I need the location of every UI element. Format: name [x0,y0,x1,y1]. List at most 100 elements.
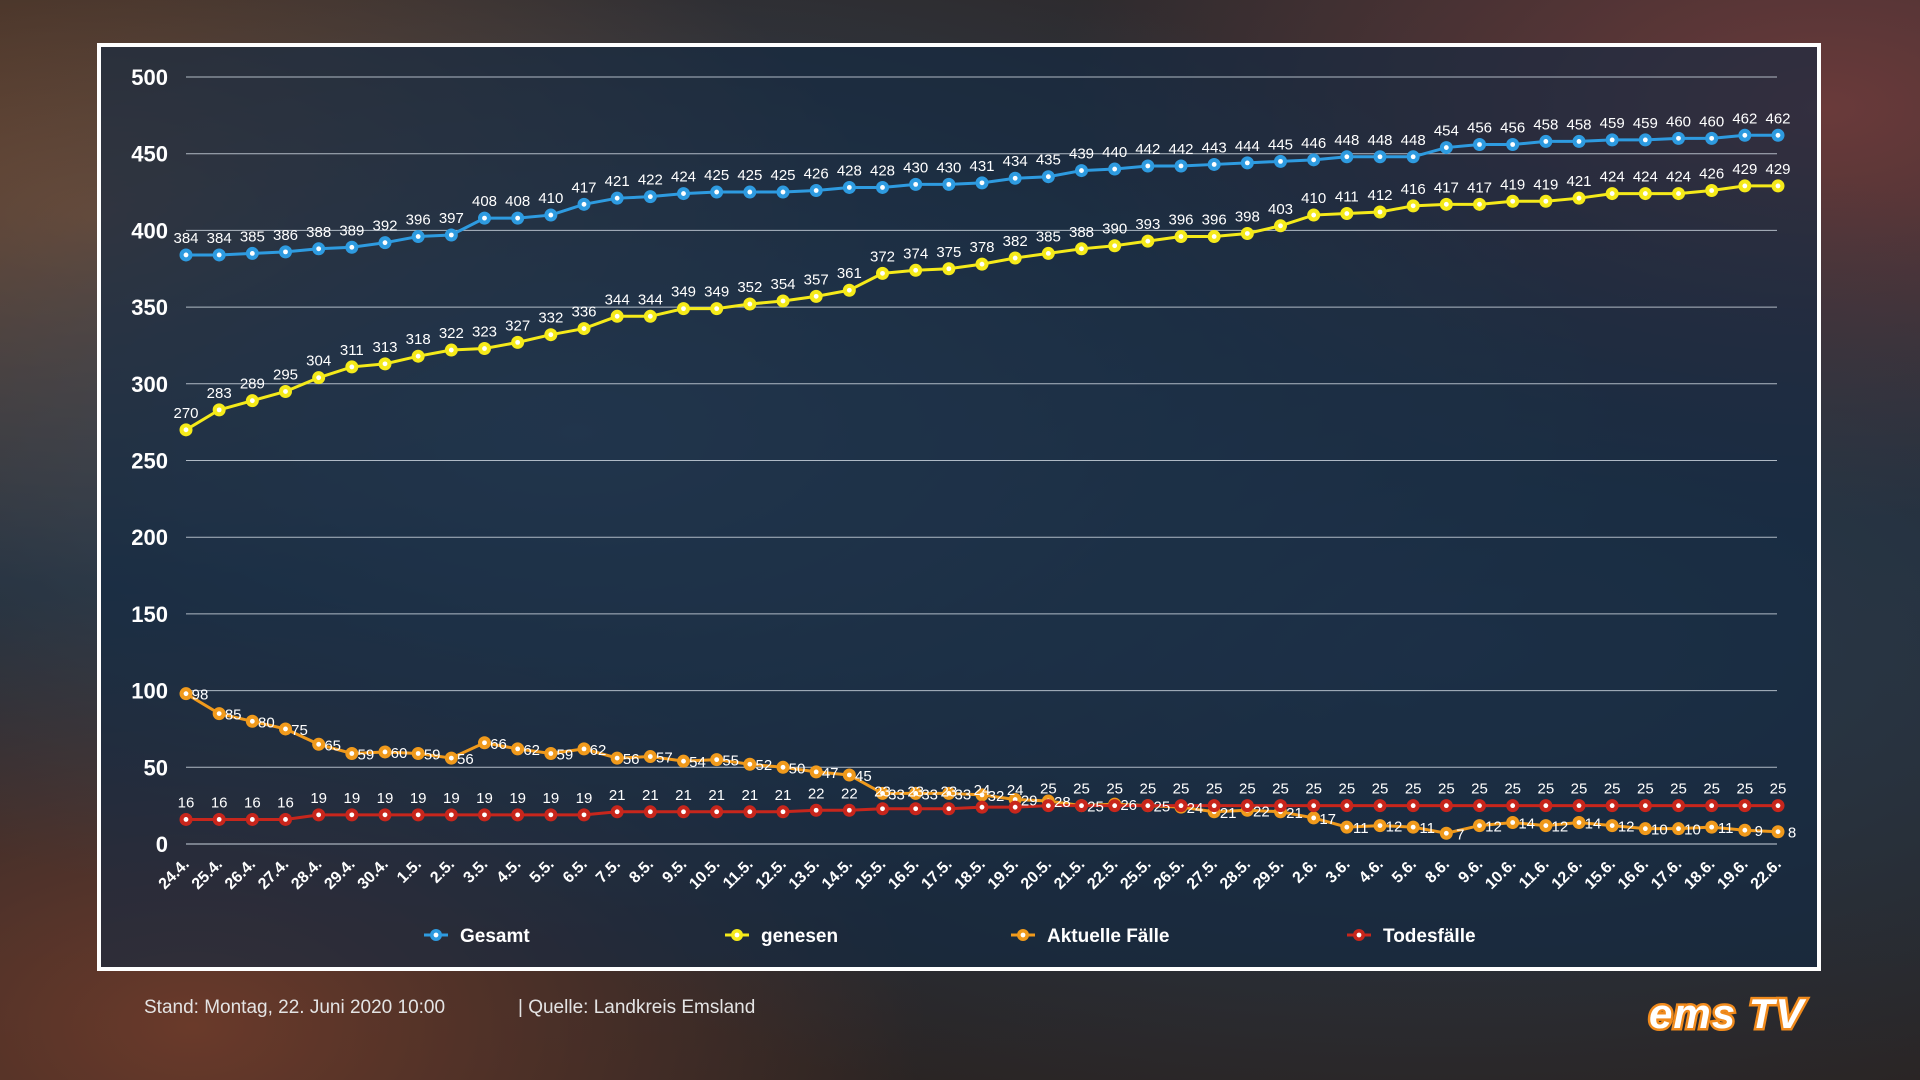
data-label: 419 [1500,176,1525,193]
data-point-center [316,741,322,747]
data-point-center [714,809,720,815]
data-point-center [714,306,720,312]
data-point-center [747,761,753,767]
data-point-center [216,407,222,413]
data-point-center [880,270,885,276]
x-tick-label: 26.5. [1151,856,1188,893]
data-point-center [482,215,487,221]
x-tick-label: 15.6. [1582,856,1619,893]
data-point-center [548,812,554,818]
data-label: 33 [921,786,938,803]
data-label: 14 [1518,816,1535,833]
data-label: 17 [1319,811,1336,828]
data-point-center [448,232,454,238]
data-point-center [1477,142,1482,147]
data-label: 412 [1367,187,1392,204]
data-label: 421 [1566,173,1591,190]
data-label: 24 [1007,782,1024,799]
data-point-center [813,188,819,193]
data-point-center [1377,209,1383,215]
x-tick-label: 5.5. [527,856,558,887]
data-point-center [747,189,753,195]
x-tick-label: 4.6. [1356,856,1387,887]
data-label: 431 [969,158,994,175]
data-label: 19 [377,790,394,807]
data-point-center [349,364,355,370]
data-label: 19 [410,790,427,807]
data-label: 462 [1732,110,1757,127]
data-point-center [1112,166,1118,172]
data-point-center [482,346,487,351]
data-label: 396 [1168,212,1193,229]
data-point-center [1443,145,1449,150]
x-tick-label: 16.6. [1615,856,1652,893]
data-point-center [647,754,653,759]
y-tick-label: 200 [131,525,168,550]
x-tick-label: 9.5. [659,856,690,887]
data-label: 396 [1202,212,1227,229]
x-tick-label: 9.6. [1455,856,1486,887]
data-point-center [946,266,952,272]
data-label: 9 [1755,823,1763,840]
data-point-center [1311,815,1317,821]
data-point-center [1145,238,1151,244]
data-label: 448 [1367,132,1392,149]
data-point-center [283,389,288,394]
data-label: 361 [837,265,862,282]
data-label: 25 [1703,781,1720,798]
data-label: 454 [1434,123,1459,140]
data-label: 19 [576,790,593,807]
x-tick-label: 15.5. [852,856,889,893]
data-label: 80 [258,714,275,731]
data-point-center [1477,201,1482,207]
data-label: 462 [1765,110,1790,127]
data-label: 424 [1600,169,1625,186]
data-label: 62 [523,742,540,759]
data-point-center [448,347,454,353]
data-label: 444 [1235,138,1260,155]
data-point-center [846,772,852,778]
data-label: 24 [1187,800,1204,817]
x-tick-label: 28.4. [288,856,325,893]
data-label: 19 [542,790,559,807]
data-label: 426 [804,166,829,183]
data-label: 22 [1253,803,1270,820]
data-point-center [681,306,686,312]
legend-swatch-center [1020,932,1026,938]
data-point-center [1410,803,1416,809]
data-point-center [946,181,952,187]
data-label: 323 [472,324,497,341]
data-label: 332 [538,310,563,327]
data-point-center [1642,826,1648,832]
data-label: 21 [775,787,792,804]
x-tick-label: 1.5. [394,856,425,887]
data-point-center [1576,195,1582,201]
data-point-center [813,769,819,775]
data-point-center [1012,804,1018,810]
data-point-center [581,812,587,818]
data-label: 375 [936,244,961,261]
x-tick-label: 30.4. [355,856,392,893]
data-point-center [979,180,985,186]
data-label: 422 [638,172,663,189]
data-point-center [216,711,222,717]
data-point-center [1576,820,1582,825]
data-point-center [1609,137,1615,143]
data-point-center [1178,803,1184,809]
data-label: 50 [789,760,806,777]
data-point-center [183,252,189,258]
x-tick-label: 3.6. [1323,856,1354,887]
data-label: 25 [1206,781,1223,798]
data-label: 12 [1618,819,1635,836]
data-label: 349 [671,284,696,301]
data-label: 424 [671,169,696,186]
data-point-center [1377,154,1383,160]
data-point-center [846,185,852,190]
data-point-center [1079,803,1084,809]
data-point-center [283,726,288,732]
data-label: 429 [1732,161,1757,178]
x-tick-label: 18.6. [1681,856,1718,893]
data-label: 429 [1765,161,1790,178]
data-label: 23 [874,784,891,801]
data-point-center [1742,827,1748,833]
